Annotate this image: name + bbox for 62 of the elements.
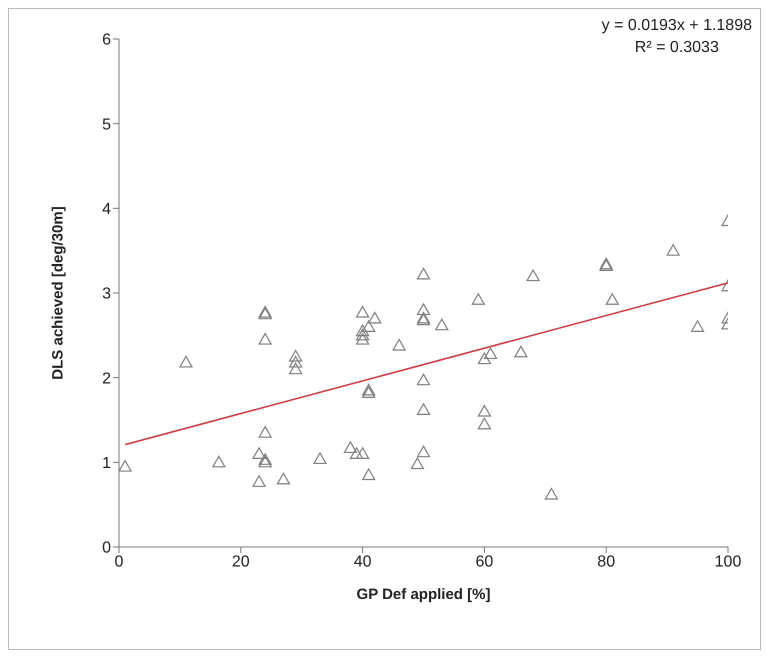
point — [258, 456, 272, 468]
y-tick-label: 1 — [102, 455, 112, 472]
point — [289, 362, 302, 374]
x-tick-label: 0 — [114, 553, 124, 570]
y-tick-label: 3 — [102, 286, 112, 303]
point — [416, 374, 430, 386]
point — [276, 472, 290, 484]
point — [526, 269, 540, 282]
point — [350, 447, 364, 459]
y-tick-label: 0 — [102, 540, 112, 557]
point — [472, 293, 485, 305]
y-axis-title: DLS achieved [deg/30m] — [49, 206, 66, 380]
point — [666, 244, 680, 256]
point — [514, 346, 528, 358]
point — [356, 328, 370, 340]
text: y = 0.0193x + 1.1898 — [602, 16, 752, 36]
point — [416, 303, 430, 316]
point — [416, 268, 430, 280]
point — [119, 460, 132, 472]
point — [344, 441, 358, 454]
point — [416, 403, 430, 415]
point — [362, 320, 376, 332]
point — [410, 457, 424, 470]
point — [313, 452, 327, 464]
y-tick-label: 5 — [102, 116, 112, 134]
x-axis-title: GP Def applied [%] — [356, 586, 490, 603]
point — [478, 352, 491, 364]
y-tick-label: 2 — [102, 370, 112, 388]
y-tick-label: 4 — [102, 201, 112, 218]
point — [289, 350, 302, 362]
point — [484, 347, 498, 360]
point — [544, 488, 558, 500]
x-tick-label: 80 — [597, 553, 616, 570]
point — [356, 447, 370, 459]
point — [289, 356, 302, 368]
point — [252, 475, 266, 487]
y-tick-label: 6 — [102, 32, 112, 49]
point — [258, 453, 272, 465]
point — [606, 293, 619, 305]
point — [258, 426, 272, 438]
point — [179, 356, 193, 368]
point — [478, 404, 491, 417]
point — [435, 318, 448, 330]
point — [356, 306, 370, 318]
point — [690, 320, 704, 332]
x-tick-label: 20 — [232, 553, 250, 570]
point — [362, 468, 376, 480]
point — [252, 447, 266, 459]
point — [356, 324, 370, 336]
point — [478, 418, 491, 430]
point — [392, 338, 406, 351]
point — [212, 456, 226, 468]
point — [362, 386, 376, 398]
point — [416, 446, 430, 458]
annotation: R² = 0.3033 — [634, 38, 720, 58]
point — [368, 312, 382, 324]
point — [258, 332, 272, 345]
point — [362, 384, 376, 396]
point — [356, 332, 370, 345]
x-tick-label: 40 — [354, 553, 372, 570]
x-tick-label: 60 — [476, 553, 494, 570]
x-tick-label: 100 — [714, 553, 742, 570]
